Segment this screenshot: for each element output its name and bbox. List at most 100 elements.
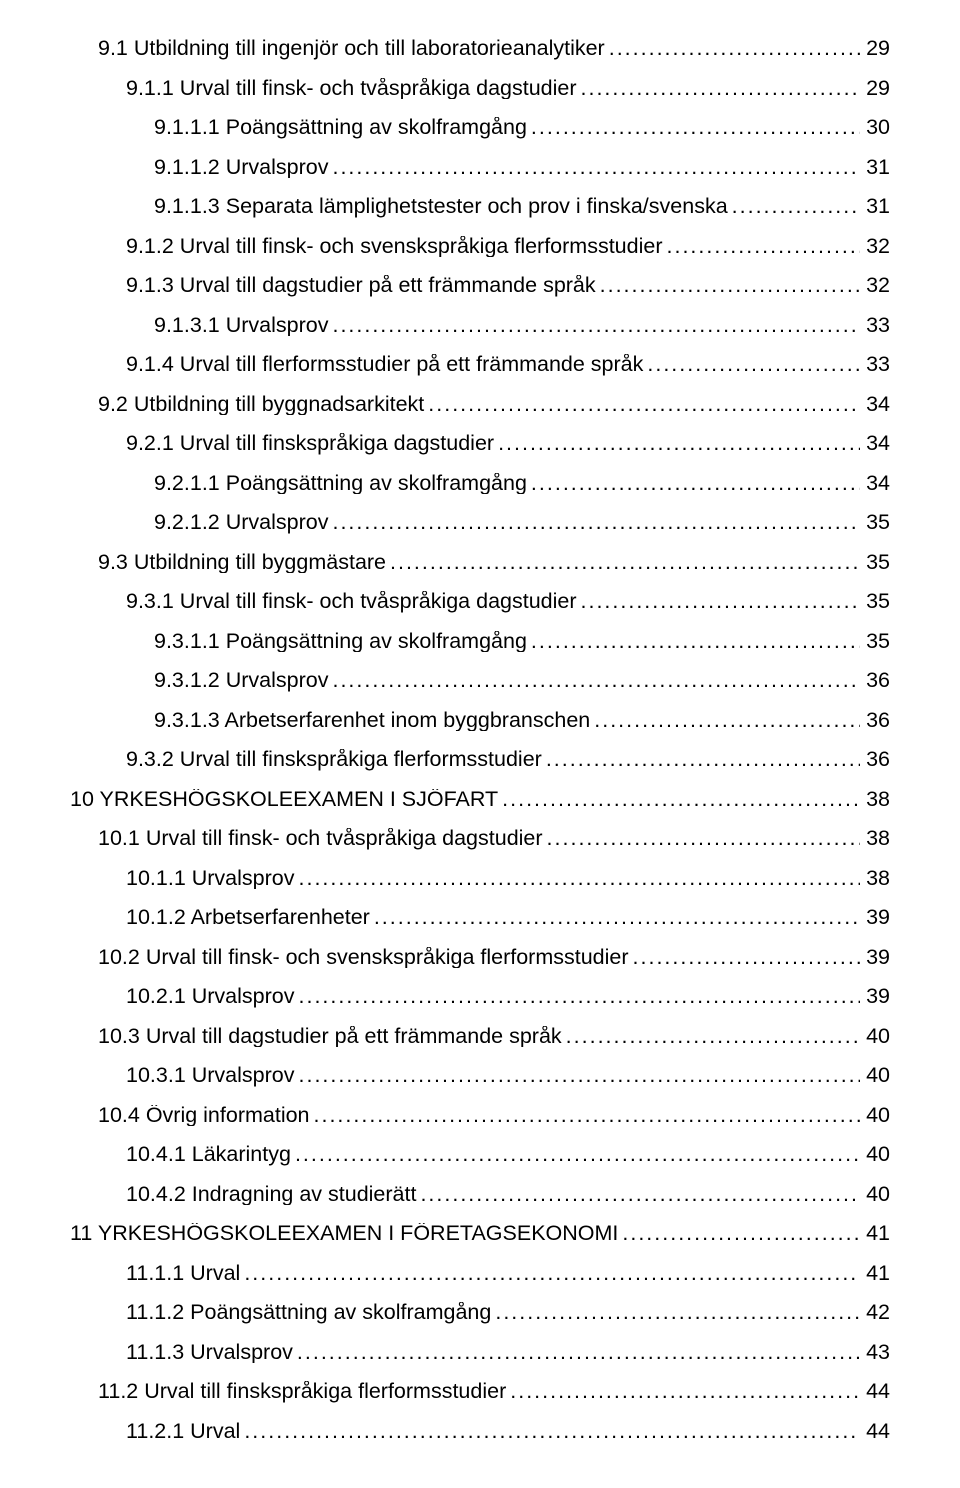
toc-entry: 9.2.1.2 Urvalsprov 35 [154, 512, 890, 534]
toc-label: 9.1.4 Urval till flerformsstudier på ett… [126, 354, 643, 376]
toc-leader [328, 157, 860, 179]
toc-page-number: 38 [860, 789, 890, 811]
toc-leader [328, 670, 860, 692]
toc-label: 10.3.1 Urvalsprov [126, 1065, 295, 1087]
toc-leader [491, 1302, 860, 1324]
toc-entry: 9.1.1.3 Separata lämplighetstester och p… [154, 196, 890, 218]
toc-label: 10.2 Urval till finsk- och svenskspråkig… [98, 947, 629, 969]
toc-entry: 9.2 Utbildning till byggnadsarkitekt34 [98, 394, 890, 416]
toc-leader [629, 947, 861, 969]
toc-page-number: 31 [860, 196, 890, 218]
toc-leader [618, 1223, 860, 1245]
toc-entry: 10.1.1 Urvalsprov 38 [126, 868, 890, 890]
toc-leader [663, 236, 861, 258]
toc-leader [590, 710, 860, 732]
toc-label: 9.1.2 Urval till finsk- och svenskspråki… [126, 236, 663, 258]
toc-entry: 9.1.3 Urval till dagstudier på ett främm… [126, 275, 890, 297]
toc-label: 9.3.1.1 Poängsättning av skolframgång [154, 631, 527, 653]
toc-page-number: 40 [860, 1144, 890, 1166]
toc-page-number: 40 [860, 1105, 890, 1127]
toc-entry: 9.1 Utbildning till ingenjör och till la… [98, 38, 890, 60]
toc-entry: 10.1.2 Arbetserfarenheter 39 [126, 907, 890, 929]
toc-label: 9.2.1.2 Urvalsprov [154, 512, 328, 534]
toc-label: 10.1.2 Arbetserfarenheter [126, 907, 370, 929]
toc-page-number: 43 [860, 1342, 890, 1364]
toc-leader [643, 354, 860, 376]
toc-leader [498, 789, 860, 811]
toc-page-number: 35 [860, 631, 890, 653]
toc-leader [506, 1381, 860, 1403]
toc-label: 9.3 Utbildning till byggmästare [98, 552, 386, 574]
toc-entry: 10.3 Urval till dagstudier på ett främma… [98, 1026, 890, 1048]
toc-page-number: 39 [860, 986, 890, 1008]
toc-label: 11.2 Urval till finskspråkiga flerformss… [98, 1381, 506, 1403]
toc-leader [291, 1144, 860, 1166]
toc-leader [295, 1065, 861, 1087]
toc-label: 10.4 Övrig information [98, 1105, 310, 1127]
toc-label: 11.1.2 Poängsättning av skolframgång [126, 1302, 491, 1324]
toc-page-number: 33 [860, 315, 890, 337]
toc-page-number: 35 [860, 512, 890, 534]
toc-entry: 9.2.1 Urval till finskspråkiga dagstudie… [126, 433, 890, 455]
toc-page-number: 32 [860, 236, 890, 258]
toc-page-number: 29 [860, 38, 890, 60]
toc-page-number: 40 [860, 1026, 890, 1048]
toc-label: 10.4.1 Läkarintyg [126, 1144, 291, 1166]
toc-leader [416, 1184, 860, 1206]
toc-label: 9.2.1.1 Poängsättning av skolframgång [154, 473, 527, 495]
toc-entry: 9.3.1.3 Arbetserfarenhet inom byggbransc… [154, 710, 890, 732]
toc-page-number: 41 [860, 1263, 890, 1285]
toc-entry: 10.3.1 Urvalsprov40 [126, 1065, 890, 1087]
toc-page-number: 44 [860, 1421, 890, 1443]
toc-page-number: 40 [860, 1184, 890, 1206]
toc-label: 9.3.1.3 Arbetserfarenhet inom byggbransc… [154, 710, 590, 732]
toc-entry: 11.1.1 Urval 41 [126, 1263, 890, 1285]
toc-entry: 9.2.1.1 Poängsättning av skolframgång 34 [154, 473, 890, 495]
toc-label: 9.3.2 Urval till finskspråkiga flerforms… [126, 749, 542, 771]
toc-entry: 9.1.3.1 Urvalsprov33 [154, 315, 890, 337]
toc-label: 11.2.1 Urval [126, 1421, 240, 1443]
toc-page-number: 41 [860, 1223, 890, 1245]
toc-label: 9.2.1 Urval till finskspråkiga dagstudie… [126, 433, 494, 455]
toc-leader [527, 631, 860, 653]
toc-entry: 9.3.1.2 Urvalsprov36 [154, 670, 890, 692]
toc-page-number: 36 [860, 710, 890, 732]
toc-leader [728, 196, 860, 218]
toc-entry: 9.1.2 Urval till finsk- och svenskspråki… [126, 236, 890, 258]
toc-entry: 10.4 Övrig information 40 [98, 1105, 890, 1127]
toc-page-number: 38 [860, 868, 890, 890]
toc-entry: 9.1.1.1 Poängsättning av skolframgång30 [154, 117, 890, 139]
toc-page-number: 31 [860, 157, 890, 179]
toc-page-number: 34 [860, 473, 890, 495]
toc-label: 10.2.1 Urvalsprov [126, 986, 295, 1008]
toc-leader [577, 591, 861, 613]
toc-label: 10.1.1 Urvalsprov [126, 868, 295, 890]
toc-entry: 11 YRKESHÖGSKOLEEXAMEN I FÖRETAGSEKONOMI… [70, 1223, 890, 1245]
toc-leader [310, 1105, 861, 1127]
toc-label: 11 YRKESHÖGSKOLEEXAMEN I FÖRETAGSEKONOMI [70, 1223, 618, 1245]
toc-entry: 10 YRKESHÖGSKOLEEXAMEN I SJÖFART38 [70, 789, 890, 811]
toc-page-number: 36 [860, 749, 890, 771]
toc-page-number: 35 [860, 552, 890, 574]
toc-entry: 10.2 Urval till finsk- och svenskspråkig… [98, 947, 890, 969]
toc-page-number: 34 [860, 433, 890, 455]
toc-leader [605, 38, 860, 60]
toc-label: 11.1.1 Urval [126, 1263, 240, 1285]
toc-entry: 11.2.1 Urval 44 [126, 1421, 890, 1443]
toc-entry: 11.1.3 Urvalsprov 43 [126, 1342, 890, 1364]
toc-leader [293, 1342, 860, 1364]
toc-page-number: 39 [860, 947, 890, 969]
toc-page-number: 29 [860, 78, 890, 100]
toc-label: 11.1.3 Urvalsprov [126, 1342, 293, 1364]
toc-entry: 10.4.1 Läkarintyg 40 [126, 1144, 890, 1166]
toc-entry: 9.3.1.1 Poängsättning av skolframgång 35 [154, 631, 890, 653]
toc-page-number: 39 [860, 907, 890, 929]
toc-entry: 10.1 Urval till finsk- och tvåspråkiga d… [98, 828, 890, 850]
toc-label: 9.1.1.3 Separata lämplighetstester och p… [154, 196, 728, 218]
toc-leader [240, 1263, 860, 1285]
table-of-contents: 9.1 Utbildning till ingenjör och till la… [70, 38, 890, 1442]
toc-leader [542, 749, 860, 771]
toc-leader [386, 552, 860, 574]
toc-entry: 10.4.2 Indragning av studierätt40 [126, 1184, 890, 1206]
toc-page-number: 36 [860, 670, 890, 692]
